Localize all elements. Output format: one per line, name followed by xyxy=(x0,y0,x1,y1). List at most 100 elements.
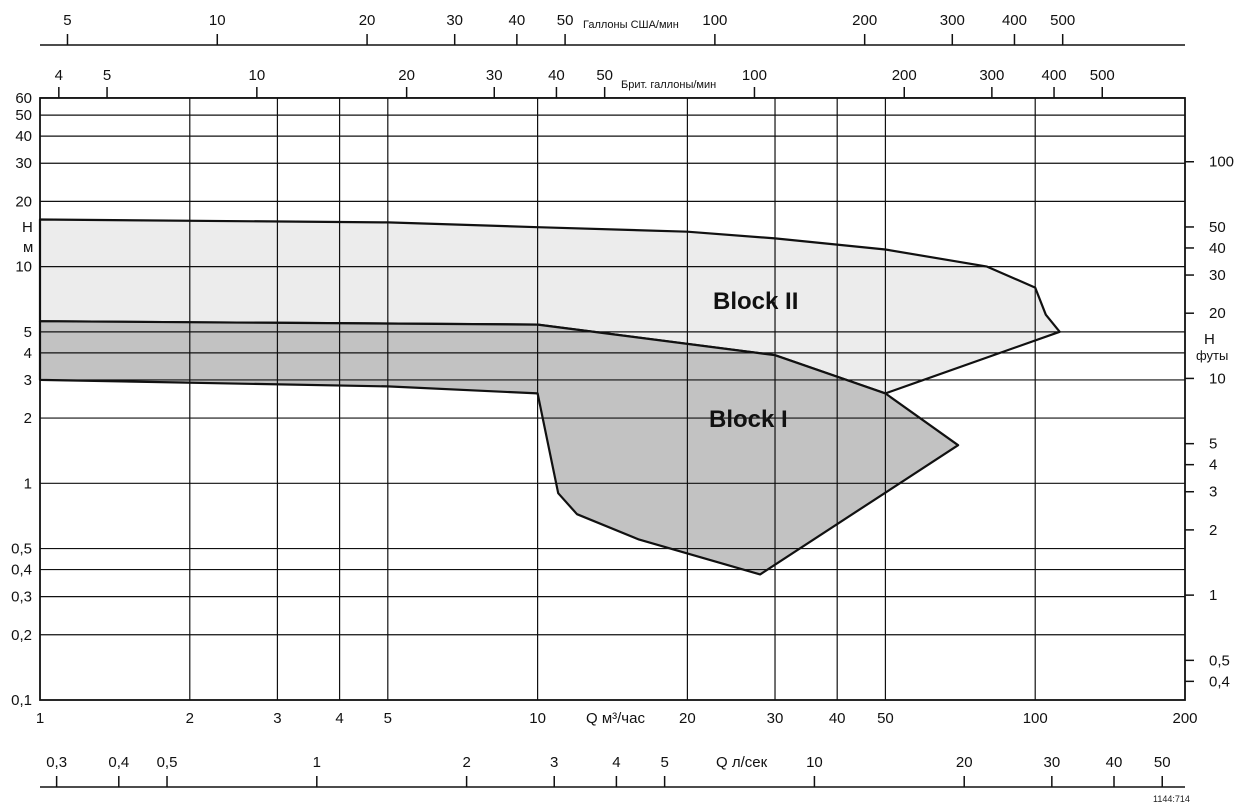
bottom-lsec-tick-label: 0,4 xyxy=(108,754,129,771)
bottom-lsec-tick-label: 20 xyxy=(956,754,973,771)
right-feet-tick-label: 20 xyxy=(1209,305,1226,322)
bottom-lsec-tick-label: 2 xyxy=(462,754,470,771)
top-brit-gallon-axis: 4 5 10 20 30 40 50 100 200 300 400 500 Брит. галлон… xyxy=(40,67,1185,99)
bottom-m3h-axis-title: Q м³/час xyxy=(586,710,645,727)
top-us-tick-label: 100 xyxy=(702,12,727,29)
top-brit-tick-label: 20 xyxy=(398,67,415,84)
bottom-lsec-tick-label: 30 xyxy=(1043,754,1060,771)
bottom-m3h-ticks: 1 2 3 4 5 10 20 30 40 50 100 200 xyxy=(36,710,1198,727)
x-tick-label: 4 xyxy=(335,710,343,727)
top-brit-tick-label: 100 xyxy=(742,67,767,84)
right-feet-tick-label: 0,5 xyxy=(1209,652,1230,669)
y-tick-label: 4 xyxy=(24,345,32,362)
y-tick-label: 0,1 xyxy=(11,692,32,709)
right-feet-tick-label: 40 xyxy=(1209,240,1226,257)
right-feet-ticks: 0,4 0,5 1 2 3 4 5 10 20 30 40 50 100 xyxy=(1185,154,1234,690)
y-tick-label: 30 xyxy=(15,155,32,172)
y-tick-label: 20 xyxy=(15,193,32,210)
x-tick-label: 3 xyxy=(273,710,281,727)
top-brit-tick-label: 10 xyxy=(249,67,266,84)
bottom-lsec-tick-label: 10 xyxy=(806,754,823,771)
right-feet-tick-label: 1 xyxy=(1209,587,1217,604)
top-brit-tick-label: 400 xyxy=(1042,67,1067,84)
top-brit-axis-title: Брит. галлоны/мин xyxy=(621,79,716,91)
x-tick-label: 1 xyxy=(36,710,44,727)
x-tick-label: 40 xyxy=(829,710,846,727)
y-tick-label: 50 xyxy=(15,107,32,124)
top-brit-tick-label: 500 xyxy=(1090,67,1115,84)
image-code: 1144:714 xyxy=(1153,794,1190,804)
top-brit-tick-label: 50 xyxy=(596,67,613,84)
top-brit-tick-label: 5 xyxy=(103,67,111,84)
top-us-ticks: 5 10 20 30 40 50 100 200 300 400 500 xyxy=(63,12,1075,45)
y-tick-label: 60 xyxy=(15,90,32,107)
bottom-lsec-tick-label: 40 xyxy=(1106,754,1123,771)
top-us-tick-label: 50 xyxy=(557,12,574,29)
bottom-lsec-tick-label: 5 xyxy=(660,754,668,771)
bottom-lsec-tick-label: 3 xyxy=(550,754,558,771)
top-us-tick-label: 500 xyxy=(1050,12,1075,29)
y-tick-label: 0,2 xyxy=(11,627,32,644)
right-axis-title-h: H xyxy=(1204,331,1215,348)
bottom-lsec-tick-label: 0,5 xyxy=(157,754,178,771)
x-tick-label: 5 xyxy=(384,710,392,727)
x-tick-label: 200 xyxy=(1172,710,1197,727)
top-us-gallon-axis: 5 10 20 30 40 50 100 200 300 400 500 Галлоны США/м… xyxy=(40,12,1185,46)
plot-border xyxy=(39,97,1186,701)
right-feet-tick-label: 3 xyxy=(1209,484,1217,501)
right-feet-tick-label: 50 xyxy=(1209,219,1226,236)
right-feet-tick-label: 4 xyxy=(1209,457,1217,474)
top-brit-tick-label: 200 xyxy=(892,67,917,84)
right-axis-title-feet: футы xyxy=(1196,348,1228,363)
top-brit-ticks: 4 5 10 20 30 40 50 100 200 300 400 500 xyxy=(55,67,1115,98)
right-feet-tick-label: 10 xyxy=(1209,370,1226,387)
top-us-tick-label: 10 xyxy=(209,12,226,29)
y-tick-label: 40 xyxy=(15,128,32,145)
plot-area: Block II Block I xyxy=(38,97,1186,701)
y-tick-label: 2 xyxy=(24,410,32,427)
block-i-label: Block I xyxy=(709,406,788,433)
x-tick-label: 100 xyxy=(1023,710,1048,727)
y-tick-label: 5 xyxy=(24,324,32,341)
bottom-lsec-ticks: 0,3 0,4 0,5 1 2 3 4 5 10 20 30 40 50 xyxy=(46,754,1171,787)
top-us-tick-label: 400 xyxy=(1002,12,1027,29)
x-tick-label: 2 xyxy=(186,710,194,727)
x-tick-label: 30 xyxy=(767,710,784,727)
top-brit-tick-label: 40 xyxy=(548,67,565,84)
y-tick-label: 10 xyxy=(15,259,32,276)
left-y-axis-title-m: м xyxy=(23,239,33,256)
x-tick-label: 10 xyxy=(529,710,546,727)
y-tick-label: 1 xyxy=(24,475,32,492)
bottom-lsec-axis: 0,3 0,4 0,5 1 2 3 4 5 10 20 30 40 50 Q л/сек xyxy=(40,754,1185,788)
right-feet-tick-label: 100 xyxy=(1209,154,1234,171)
top-us-tick-label: 5 xyxy=(63,12,71,29)
top-brit-tick-label: 300 xyxy=(979,67,1004,84)
bottom-lsec-tick-label: 0,3 xyxy=(46,754,67,771)
y-tick-label: 0,5 xyxy=(11,541,32,558)
top-us-tick-label: 40 xyxy=(509,12,526,29)
top-brit-tick-label: 4 xyxy=(55,67,63,84)
right-feet-tick-label: 5 xyxy=(1209,436,1217,453)
bottom-lsec-tick-label: 1 xyxy=(313,754,321,771)
top-us-tick-label: 30 xyxy=(446,12,463,29)
bottom-lsec-tick-label: 50 xyxy=(1154,754,1171,771)
right-feet-tick-label: 0,4 xyxy=(1209,673,1230,690)
bottom-lsec-tick-label: 4 xyxy=(612,754,620,771)
x-tick-label: 50 xyxy=(877,710,894,727)
top-us-axis-title: Галлоны США/мин xyxy=(583,19,679,31)
y-tick-label: 0,4 xyxy=(11,562,32,579)
top-us-tick-label: 200 xyxy=(852,12,877,29)
right-feet-tick-label: 2 xyxy=(1209,522,1217,539)
x-tick-label: 20 xyxy=(679,710,696,727)
block-ii-label: Block II xyxy=(713,288,798,315)
right-feet-tick-label: 30 xyxy=(1209,267,1226,284)
y-tick-label: 0,3 xyxy=(11,589,32,606)
top-brit-tick-label: 30 xyxy=(486,67,503,84)
top-us-tick-label: 300 xyxy=(940,12,965,29)
y-tick-label: 3 xyxy=(24,372,32,389)
grid-lines xyxy=(40,98,1185,700)
left-y-axis-title-h: H xyxy=(22,219,33,236)
bottom-lsec-axis-title: Q л/сек xyxy=(716,754,768,771)
